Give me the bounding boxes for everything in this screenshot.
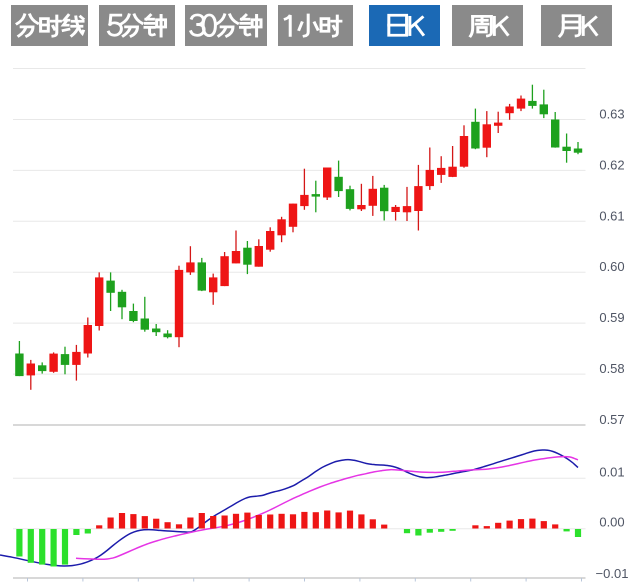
svg-text:0.58: 0.58 xyxy=(599,361,624,376)
svg-text:0.00: 0.00 xyxy=(599,515,624,530)
svg-text:0.63: 0.63 xyxy=(599,107,624,122)
svg-text:0.57: 0.57 xyxy=(599,412,624,427)
svg-text:0.59: 0.59 xyxy=(599,310,624,325)
svg-text:−0.01: −0.01 xyxy=(596,566,629,581)
svg-text:0.61: 0.61 xyxy=(599,208,624,223)
svg-text:0.01: 0.01 xyxy=(599,464,624,479)
svg-text:0.62: 0.62 xyxy=(599,157,624,172)
svg-text:0.60: 0.60 xyxy=(599,259,624,274)
